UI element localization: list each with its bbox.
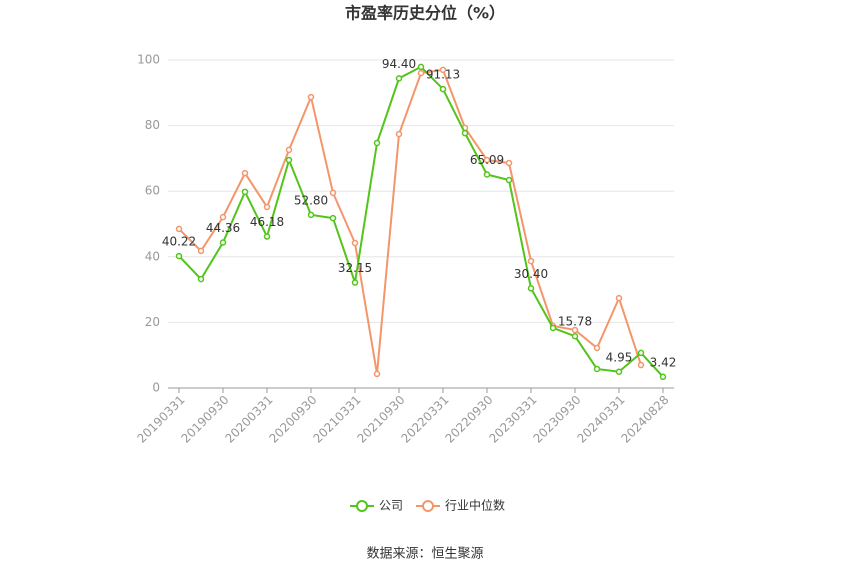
point: [527, 257, 535, 265]
point: [219, 213, 227, 221]
point: [241, 188, 249, 196]
point: [263, 233, 271, 240]
chart-title: 市盈率历史分位（%）: [345, 4, 505, 23]
data-label: 15.78: [558, 315, 592, 329]
data-label: 52.80: [294, 193, 328, 207]
point: [351, 239, 359, 247]
legend-label: 行业中位数: [445, 498, 505, 513]
data-label: 94.40: [382, 57, 416, 71]
point: [571, 332, 579, 340]
x-tick-label: 20240828: [619, 393, 672, 446]
point: [329, 189, 337, 197]
point: [593, 344, 601, 352]
data-label: 32.15: [338, 261, 372, 275]
point: [373, 370, 381, 378]
point: [373, 139, 381, 147]
point: [615, 368, 623, 376]
y-tick-label: 80: [145, 118, 160, 132]
point: [175, 225, 183, 233]
y-tick-label: 60: [145, 184, 160, 198]
point: [351, 279, 359, 286]
point: [593, 365, 601, 373]
legend-marker: [356, 500, 368, 512]
point: [263, 203, 271, 211]
point: [197, 275, 205, 283]
data-label: 91.13: [426, 68, 460, 82]
point: [439, 66, 447, 74]
data-label: 40.22: [162, 235, 196, 249]
point: [483, 156, 491, 164]
data-label: 30.40: [514, 267, 548, 281]
data-label: 3.42: [650, 355, 677, 369]
legend-label: 公司: [379, 499, 403, 513]
point: [175, 252, 183, 260]
point: [307, 93, 315, 101]
source: 数据来源：恒生聚源: [366, 547, 483, 562]
point: [395, 75, 403, 82]
y-tick-label: 40: [145, 249, 160, 263]
point: [241, 169, 249, 177]
point: [417, 69, 425, 77]
point: [505, 176, 513, 184]
point: [439, 85, 447, 93]
data-label: 4.95: [606, 350, 633, 364]
point: [549, 324, 557, 332]
point: [307, 211, 315, 219]
point: [417, 63, 425, 71]
point: [637, 349, 645, 357]
point: [637, 361, 645, 369]
point: [483, 171, 491, 178]
data-label: 44.36: [206, 221, 240, 235]
point: [395, 130, 403, 138]
point: [571, 326, 579, 334]
point: [285, 156, 293, 164]
series-line: [178, 68, 642, 375]
data-label: 65.09: [470, 153, 504, 167]
point: [329, 214, 337, 222]
y-tick-label: 100: [137, 53, 160, 67]
point: [461, 129, 469, 137]
point: [505, 159, 513, 167]
point: [659, 373, 667, 381]
point: [615, 294, 623, 302]
legend-marker: [422, 500, 434, 512]
y-tick-label: 20: [145, 315, 160, 329]
y-tick-label: 0: [152, 381, 160, 395]
point: [285, 146, 293, 154]
point: [527, 285, 535, 292]
point: [197, 247, 205, 255]
data-label: 46.18: [250, 215, 284, 229]
point: [219, 239, 227, 246]
